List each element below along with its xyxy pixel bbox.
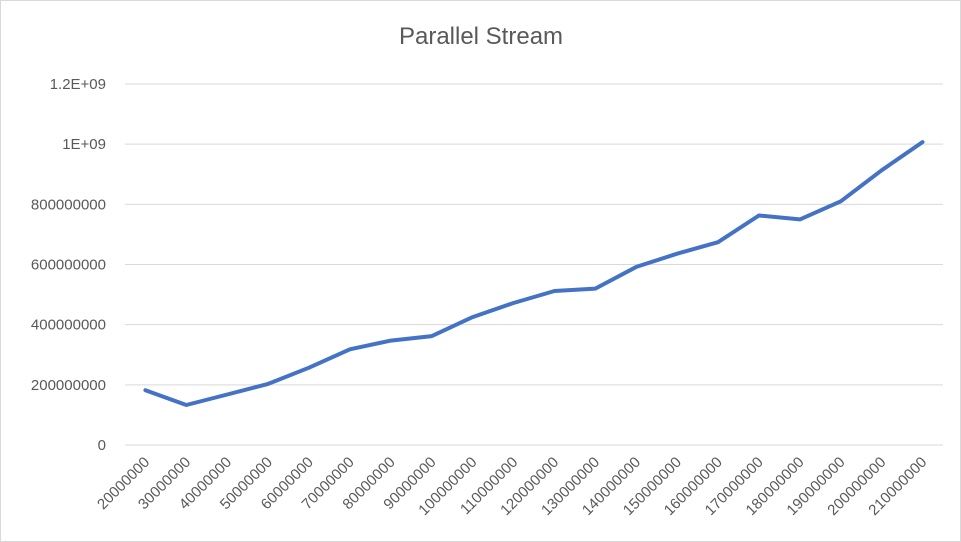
y-tick-label: 0	[98, 437, 106, 454]
series-line	[143, 140, 925, 407]
y-tick-label: 1E+09	[62, 136, 106, 153]
y-tick-label: 400000000	[31, 317, 106, 334]
chart-title: Parallel Stream	[399, 23, 563, 50]
y-tick-label: 800000000	[31, 196, 106, 213]
y-tick-label: 600000000	[31, 257, 106, 274]
y-tick-label: 200000000	[31, 377, 106, 394]
series-lines	[143, 140, 925, 407]
y-tick-label: 1.2E+09	[50, 76, 106, 93]
y-axis-tick-labels: 0 200000000 400000000 600000000 800000000 1E+…	[31, 76, 106, 454]
x-axis-tick-labels: 2000000030000000400000005000000060000000…	[94, 454, 930, 519]
